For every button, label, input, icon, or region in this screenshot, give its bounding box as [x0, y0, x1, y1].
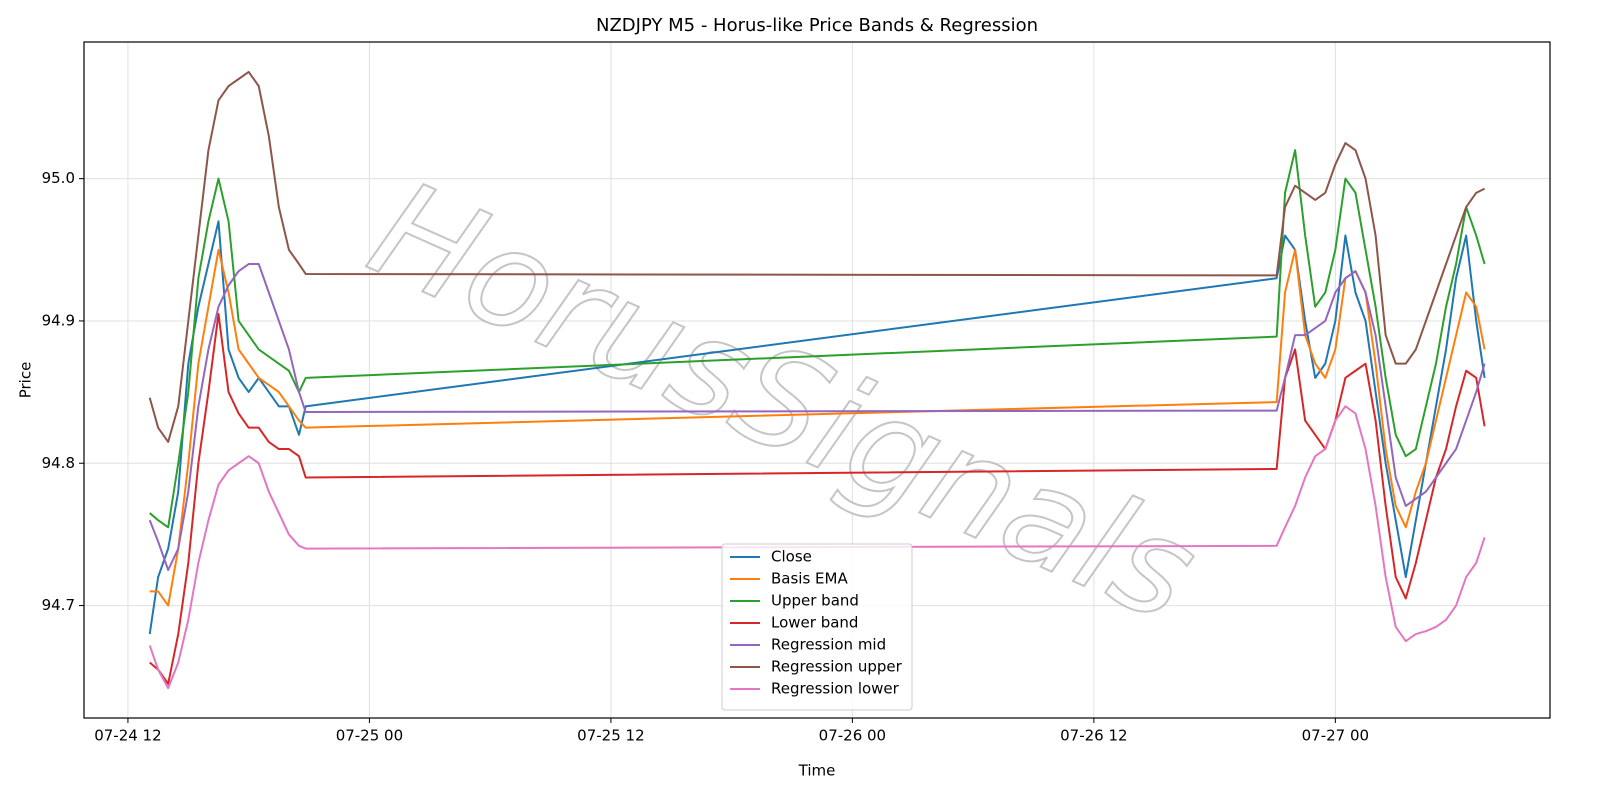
x-tick-label: 07-26 00	[819, 727, 886, 745]
x-axis-label: Time	[798, 762, 836, 780]
x-tick-label: 07-25 12	[577, 727, 644, 745]
series-line	[148, 405, 1486, 690]
series-line	[148, 70, 1486, 443]
x-tick-label: 07-25 00	[336, 727, 403, 745]
series-line	[149, 149, 1486, 529]
legend-box	[721, 543, 913, 711]
legend-label: Regression upper	[771, 658, 903, 676]
legend-label: Upper band	[771, 592, 859, 610]
legend-label: Regression mid	[771, 636, 886, 654]
y-tick-label: 94.9	[42, 311, 75, 329]
y-axis-label: Price	[17, 362, 35, 399]
legend-label: Close	[771, 548, 812, 566]
legend: Close Basis EMA Upper band Lower band Regres…	[721, 543, 913, 711]
chart-title: NZDJPY M5 - Horus-like Price Bands & Reg…	[596, 15, 1038, 36]
y-tick-label: 94.7	[42, 596, 75, 614]
lines	[148, 70, 1486, 690]
y-tick-label: 94.8	[42, 454, 75, 472]
legend-label: Lower band	[771, 614, 858, 632]
legend-label: Regression lower	[771, 680, 900, 698]
y-tick-label: 95.0	[42, 169, 75, 187]
plot-frame	[83, 41, 1551, 719]
x-tick-label: 07-27 00	[1302, 727, 1369, 745]
series-line	[149, 248, 1486, 607]
x-tick-label: 07-24 12	[94, 727, 161, 745]
series-line	[149, 312, 1486, 685]
x-tick-label: 07-26 12	[1060, 727, 1127, 745]
series-line	[148, 263, 1486, 571]
legend-label: Basis EMA	[771, 570, 848, 588]
